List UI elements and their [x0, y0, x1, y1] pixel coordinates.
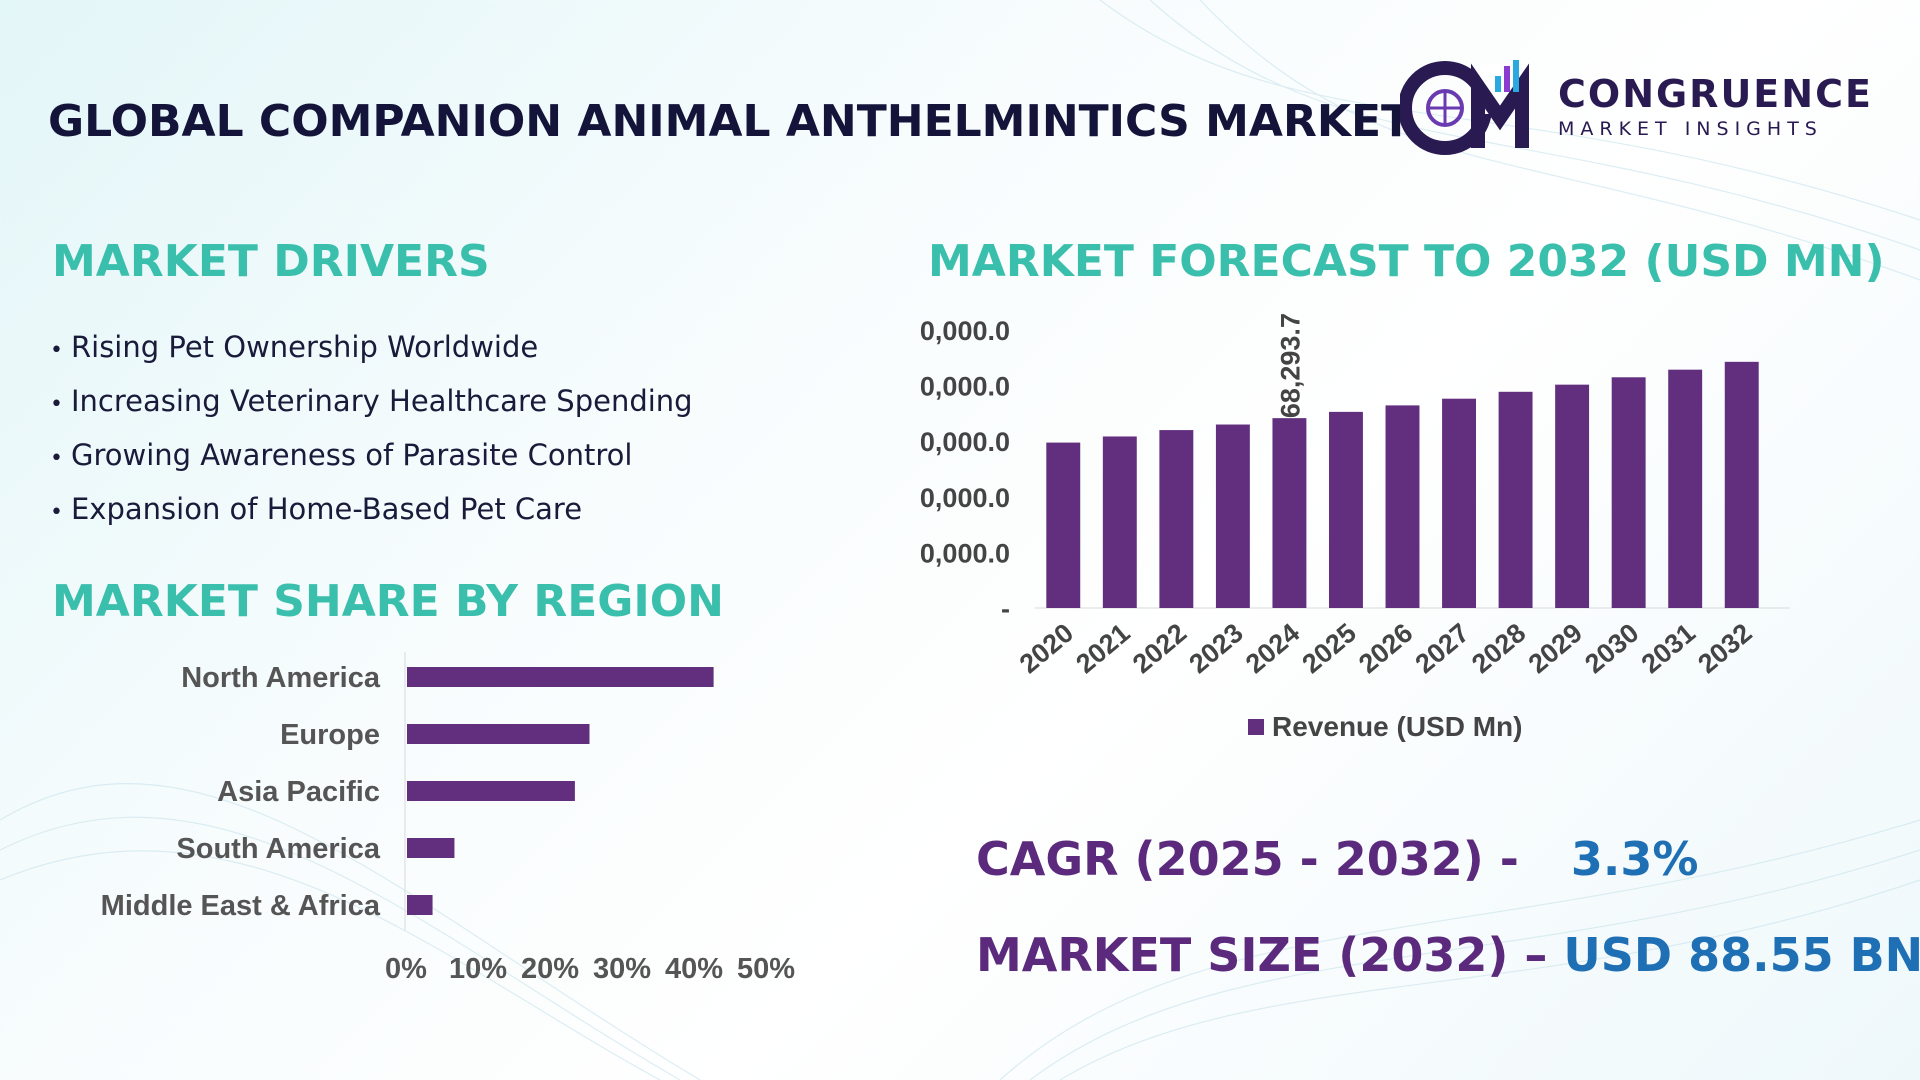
- drivers-list: • Rising Pet Ownership Worldwide • Increas…: [50, 320, 693, 536]
- driver-text: Rising Pet Ownership Worldwide: [70, 330, 539, 364]
- x-tick-label: 2021: [1070, 618, 1135, 680]
- category-label: Asia Pacific: [217, 776, 380, 808]
- x-tick-label: 2028: [1466, 618, 1531, 680]
- company-logo: CONGRUENCE MARKET INSIGHTS: [1398, 56, 1880, 156]
- cm-logo-icon: [1398, 60, 1529, 155]
- forecast-chart: - 20,000.0 40,000.0 60,000.0 80,000.0 100,000…: [920, 313, 1790, 742]
- x-tick-label: 0%: [385, 953, 427, 985]
- bar-2020: [1046, 442, 1081, 608]
- list-item: • Growing Awareness of Parasite Control: [50, 438, 633, 472]
- market-size-stat: MARKET SIZE (2032) – USD 88.55 BN: [976, 928, 1920, 982]
- region-bar: [407, 895, 433, 915]
- category-label: South America: [176, 833, 380, 865]
- market-size-label: MARKET SIZE (2032) –: [976, 928, 1548, 982]
- forecast-heading: MARKET FORECAST TO 2032 (USD MN): [928, 236, 1885, 287]
- region-bar: [407, 781, 575, 801]
- x-tick-label: 2020: [1014, 618, 1079, 680]
- bar-2021: [1102, 436, 1137, 608]
- x-tick-label: 2024: [1240, 618, 1305, 680]
- bar-2026: [1385, 405, 1420, 608]
- category-label: Europe: [280, 719, 380, 751]
- bar-2027: [1442, 398, 1476, 608]
- driver-text: Increasing Veterinary Healthcare Spendin…: [70, 384, 693, 418]
- logo-name: CONGRUENCE: [1558, 72, 1873, 116]
- list-item: • Increasing Veterinary Healthcare Spendi…: [50, 384, 693, 418]
- cagr-label: CAGR (2025 - 2032) -: [976, 832, 1519, 886]
- driver-text: Growing Awareness of Parasite Control: [70, 438, 633, 472]
- y-tick-label: 100,000.0: [920, 316, 1010, 346]
- region-bar: [407, 667, 714, 687]
- cagr-value: 3.3%: [1570, 832, 1699, 886]
- bar-2023: [1215, 424, 1250, 608]
- category-label: Middle East & Africa: [101, 890, 381, 922]
- region-bar: [407, 838, 455, 858]
- category-label: North America: [181, 662, 381, 694]
- bar-2029: [1555, 384, 1590, 608]
- y-tick-label: 80,000.0: [920, 372, 1010, 402]
- legend-label: Revenue (USD Mn): [1272, 711, 1522, 742]
- x-tick-label: 2030: [1579, 618, 1644, 680]
- x-tick-label: 2025: [1297, 618, 1362, 680]
- region-chart: North America Europe Asia Pacific South Ame…: [101, 652, 795, 985]
- x-tick-label: 2026: [1353, 618, 1418, 680]
- page-title: GLOBAL COMPANION ANIMAL ANTHELMINTICS MA…: [48, 96, 1412, 147]
- x-tick-label: 30%: [593, 953, 651, 985]
- x-tick-label: 2029: [1523, 618, 1588, 680]
- x-tick-label: 2023: [1183, 618, 1248, 680]
- y-tick-label: -: [1001, 594, 1010, 624]
- bar-2031: [1668, 369, 1703, 608]
- x-tick-label: 2022: [1127, 618, 1192, 680]
- bar-2024: [1272, 418, 1307, 608]
- y-tick-label: 40,000.0: [920, 483, 1010, 513]
- y-tick-label: 60,000.0: [920, 427, 1010, 457]
- market-size-value: USD 88.55 BN: [1563, 928, 1920, 982]
- x-tick-label: 2031: [1636, 618, 1701, 680]
- y-tick-label: 20,000.0: [920, 538, 1010, 568]
- x-tick-label: 40%: [665, 953, 723, 985]
- region-bar: [407, 724, 590, 744]
- bar-2032: [1724, 361, 1759, 608]
- driver-text: Expansion of Home-Based Pet Care: [70, 492, 583, 526]
- x-tick-label: 2032: [1692, 618, 1757, 680]
- drivers-heading: MARKET DRIVERS: [52, 236, 490, 287]
- logo-tagline: MARKET INSIGHTS: [1558, 118, 1823, 140]
- bar-2028: [1498, 391, 1533, 608]
- cagr-stat: CAGR (2025 - 2032) - 3.3%: [976, 832, 1698, 886]
- x-tick-label: 10%: [449, 953, 507, 985]
- bar-2030: [1611, 377, 1646, 608]
- list-item: • Rising Pet Ownership Worldwide: [50, 330, 539, 364]
- bar-2025: [1329, 411, 1363, 608]
- x-tick-label: 2027: [1410, 618, 1475, 680]
- list-item: • Expansion of Home-Based Pet Care: [50, 492, 583, 526]
- region-heading: MARKET SHARE BY REGION: [52, 576, 724, 627]
- bar-2022: [1159, 430, 1194, 608]
- data-label: 68,293.7: [1275, 313, 1305, 418]
- legend-swatch: [1248, 719, 1264, 735]
- x-tick-label: 50%: [737, 953, 795, 985]
- x-tick-label: 20%: [521, 953, 579, 985]
